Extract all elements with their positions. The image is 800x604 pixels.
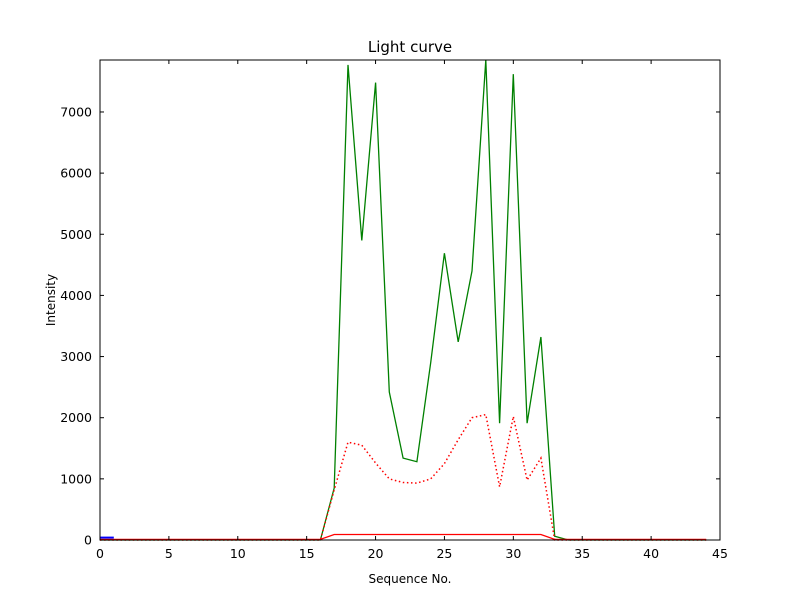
chart-title: Light curve [368,38,452,56]
x-tick-label: 40 [643,546,659,561]
y-tick-label: 6000 [60,166,92,181]
x-tick-label: 15 [299,546,315,561]
series-red-dotted [100,413,707,541]
x-tick-label: 35 [574,546,590,561]
plot-series-group [100,59,707,541]
series-red-solid [100,533,707,541]
x-tick-label: 10 [230,546,246,561]
plot-frame [99,59,721,541]
y-axis-label: Intensity [44,274,58,326]
y-tick-label: 5000 [60,227,92,242]
y-tick-label: 2000 [60,410,92,425]
series-green-solid [100,59,707,541]
x-axis-label: Sequence No. [369,572,452,586]
y-tick-label: 1000 [60,471,92,486]
y-tick-label: 0 [84,533,92,548]
x-tick-label: 20 [368,546,384,561]
y-tick-label: 3000 [60,349,92,364]
x-tick-label: 25 [436,546,452,561]
x-tick-label: 5 [165,546,173,561]
y-tick-label: 7000 [60,104,92,119]
tick-group: 0 5 10 15 20 25 30 35 40 45 0 1000 2000 3000 4000 5000 6… [60,60,728,561]
x-tick-label: 0 [96,546,104,561]
x-tick-label: 30 [505,546,521,561]
x-tick-label: 45 [712,546,728,561]
y-tick-label: 4000 [60,288,92,303]
